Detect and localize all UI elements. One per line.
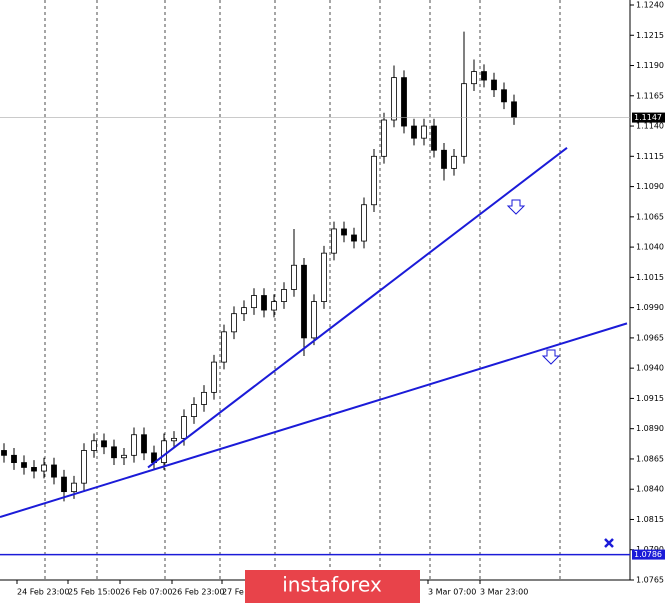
x-tick-label: 26 Feb 07:00 xyxy=(120,588,172,597)
y-tick-label: 1.0815 xyxy=(636,515,664,524)
candle-body xyxy=(81,450,87,484)
candle-body xyxy=(11,454,17,463)
candle-body xyxy=(441,149,447,169)
x-tick-label: 3 Mar 07:00 xyxy=(428,588,476,597)
candle-body xyxy=(291,264,297,290)
candle-body xyxy=(461,83,467,157)
price-label: 1.1147 xyxy=(634,113,662,122)
candle-body xyxy=(181,416,187,439)
candle-body xyxy=(491,79,497,91)
candle-body xyxy=(501,89,507,103)
candle-body xyxy=(341,228,347,236)
candle-body xyxy=(111,446,117,459)
candle-body xyxy=(431,125,437,151)
y-tick-label: 1.1190 xyxy=(636,61,664,70)
candle-body xyxy=(191,404,197,417)
candle-body xyxy=(281,289,287,302)
price-label-box xyxy=(632,112,665,123)
candle-body xyxy=(331,228,337,254)
candle-body xyxy=(141,434,147,454)
y-tick-label: 1.1140 xyxy=(636,122,664,131)
x-tick-label: 3 Mar 23:00 xyxy=(480,588,528,597)
candle-body xyxy=(411,125,417,139)
trendline xyxy=(0,322,628,519)
y-tick-label: 1.1065 xyxy=(636,212,664,221)
candle-body xyxy=(421,125,427,139)
candle-body xyxy=(231,313,237,333)
y-tick-label: 1.1090 xyxy=(636,182,664,191)
candle-body xyxy=(391,77,397,121)
y-tick-label: 1.0765 xyxy=(636,576,664,585)
candle-body xyxy=(361,204,367,242)
candle-body xyxy=(91,440,97,451)
x-tick-label: 24 Feb 23:00 xyxy=(17,588,69,597)
x-tick-label: 27 Fe xyxy=(222,588,244,597)
candle-body xyxy=(311,301,317,339)
candle-body xyxy=(61,476,67,493)
level-label: 1.0786 xyxy=(634,550,662,559)
y-tick-label: 1.0940 xyxy=(636,364,664,373)
watermark: instaforex xyxy=(282,573,382,597)
candle-body xyxy=(1,450,7,456)
y-tick-label: 1.1040 xyxy=(636,243,664,252)
y-tick-label: 1.1215 xyxy=(636,31,664,40)
candle-body xyxy=(121,454,127,459)
candle-body xyxy=(101,440,107,448)
y-tick-label: 1.1165 xyxy=(636,91,664,100)
y-tick-label: 1.1015 xyxy=(636,273,664,282)
candle-body xyxy=(471,71,477,85)
candle-body xyxy=(51,464,57,478)
candle-body xyxy=(201,391,207,405)
y-tick-label: 1.0840 xyxy=(636,485,664,494)
candle-body xyxy=(351,234,357,242)
candle-body xyxy=(211,361,217,393)
candle-body xyxy=(371,155,377,206)
y-tick-label: 1.0890 xyxy=(636,424,664,433)
y-tick-label: 1.0915 xyxy=(636,394,664,403)
cross-marker xyxy=(604,538,614,548)
candle-body xyxy=(481,71,487,81)
candle-body xyxy=(381,119,387,157)
candle-body xyxy=(71,482,77,493)
trendline xyxy=(147,147,568,469)
y-tick-label: 1.1240 xyxy=(636,1,664,10)
candle-body xyxy=(271,301,277,311)
candle-body xyxy=(321,252,327,302)
candle-body xyxy=(131,434,137,456)
candle-body xyxy=(161,440,167,463)
candle-body xyxy=(221,331,227,363)
candle-body xyxy=(261,295,267,311)
candle-body xyxy=(171,437,177,442)
down-arrow xyxy=(506,199,526,215)
x-tick-label: 25 Feb 15:00 xyxy=(68,588,120,597)
candle-body xyxy=(31,467,37,472)
candle-body xyxy=(41,464,47,472)
candle-body xyxy=(511,101,517,118)
candle-body xyxy=(451,155,457,169)
candle-body xyxy=(251,295,257,309)
y-tick-label: 1.1115 xyxy=(636,152,664,161)
candle-body xyxy=(401,77,407,127)
watermark-box xyxy=(245,570,420,603)
plot xyxy=(1,31,517,502)
x-tick-label: 26 Feb 23:00 xyxy=(172,588,224,597)
down-arrow xyxy=(541,349,561,365)
candle-body xyxy=(301,264,307,339)
candle-body xyxy=(21,462,27,468)
y-tick-label: 1.0990 xyxy=(636,303,664,312)
candle-body xyxy=(241,307,247,315)
y-tick-label: 1.0965 xyxy=(636,333,664,342)
level-label-box xyxy=(632,549,665,560)
y-tick-label: 1.0865 xyxy=(636,454,664,463)
